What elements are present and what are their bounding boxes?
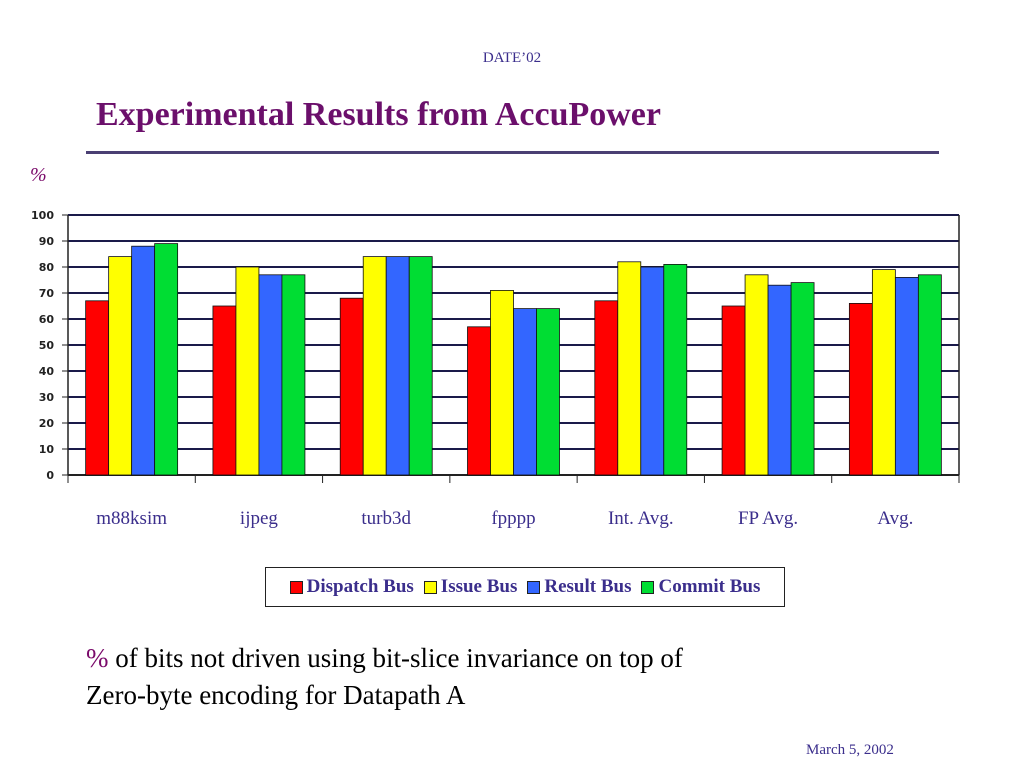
bar-dispatch-bus: [467, 326, 491, 476]
bar-dispatch-bus: [721, 305, 746, 476]
legend-label: Result Bus: [544, 576, 632, 597]
y-tick-label: 80: [39, 261, 55, 274]
bar-commit-bus: [663, 264, 688, 476]
y-tick-label: 90: [39, 235, 55, 248]
legend-swatch: [289, 580, 303, 594]
legend-item: Dispatch Bus: [289, 576, 414, 598]
x-category-label: fpppp: [491, 508, 535, 529]
slide-title: Experimental Results from AccuPower: [96, 96, 661, 133]
legend-label: Issue Bus: [440, 576, 518, 597]
bar-dispatch-bus: [339, 297, 364, 476]
bar-issue-bus: [871, 269, 896, 476]
legend-item: Result Bus: [527, 576, 631, 598]
bar-dispatch-bus: [85, 300, 110, 476]
bar-issue-bus: [617, 261, 642, 476]
slide-caption: % of bits not driven using bit-slice inv…: [86, 640, 936, 714]
bar-issue-bus: [744, 274, 769, 476]
bar-dispatch-bus: [212, 305, 237, 476]
y-tick-label: 10: [39, 443, 55, 456]
x-category-label: turb3d: [361, 508, 411, 529]
bar-commit-bus: [154, 243, 179, 476]
y-tick-label: 0: [46, 469, 54, 482]
caption-line-2: Zero-byte encoding for Datapath A: [86, 680, 466, 710]
bar-commit-bus: [281, 274, 306, 476]
caption-line-1: of bits not driven using bit-slice invar…: [108, 643, 683, 673]
legend-swatch: [423, 580, 437, 594]
y-axis-unit-label: %: [30, 164, 47, 186]
legend-item: Issue Bus: [423, 576, 518, 598]
bar-dispatch-bus: [848, 303, 873, 476]
bar-issue-bus: [362, 256, 387, 476]
x-category-label: Int. Avg.: [608, 508, 674, 529]
legend-item: Commit Bus: [641, 576, 760, 598]
bar-dispatch-bus: [594, 300, 619, 476]
y-tick-label: 60: [39, 313, 55, 326]
bar-commit-bus: [536, 308, 560, 476]
x-category-label: ijpeg: [240, 508, 278, 529]
conference-label: DATE’02: [482, 50, 542, 66]
bar-issue-bus: [108, 256, 133, 476]
bar-commit-bus: [917, 274, 942, 476]
y-tick-label: 30: [39, 391, 55, 404]
legend-label: Commit Bus: [658, 576, 761, 597]
bar-result-bus: [513, 308, 537, 476]
bar-chart: 0 10 20 30 40 50 60 70 80 90 100 m88ksim ijpeg turb3d…: [31, 209, 960, 529]
bar-result-bus: [894, 277, 919, 476]
footer-date: March 5, 2002: [806, 742, 894, 758]
y-tick-label: 50: [39, 339, 55, 352]
x-category-label: FP Avg.: [738, 508, 798, 529]
bar-commit-bus: [790, 282, 815, 476]
bar-issue-bus: [235, 266, 260, 476]
caption-percent-symbol: %: [86, 643, 109, 673]
y-tick-label: 40: [39, 365, 55, 378]
bar-result-bus: [640, 266, 665, 476]
x-category-label: m88ksim: [96, 508, 167, 529]
legend-label: Dispatch Bus: [306, 576, 414, 597]
bar-result-bus: [767, 284, 792, 476]
legend-swatch: [641, 580, 655, 594]
bar-result-bus: [385, 256, 410, 476]
y-tick-label: 20: [39, 417, 55, 430]
bar-result-bus: [258, 274, 283, 476]
bar-issue-bus: [490, 290, 514, 476]
bar-commit-bus: [408, 256, 433, 476]
x-category-label: Avg.: [877, 508, 913, 529]
y-tick-label: 100: [31, 209, 54, 222]
y-tick-label: 70: [39, 287, 55, 300]
legend-swatch: [527, 580, 541, 594]
bar-result-bus: [131, 245, 156, 476]
title-divider: [86, 151, 939, 154]
chart-legend: Dispatch Bus Issue Bus Result Bus Commit Bu…: [265, 567, 785, 607]
